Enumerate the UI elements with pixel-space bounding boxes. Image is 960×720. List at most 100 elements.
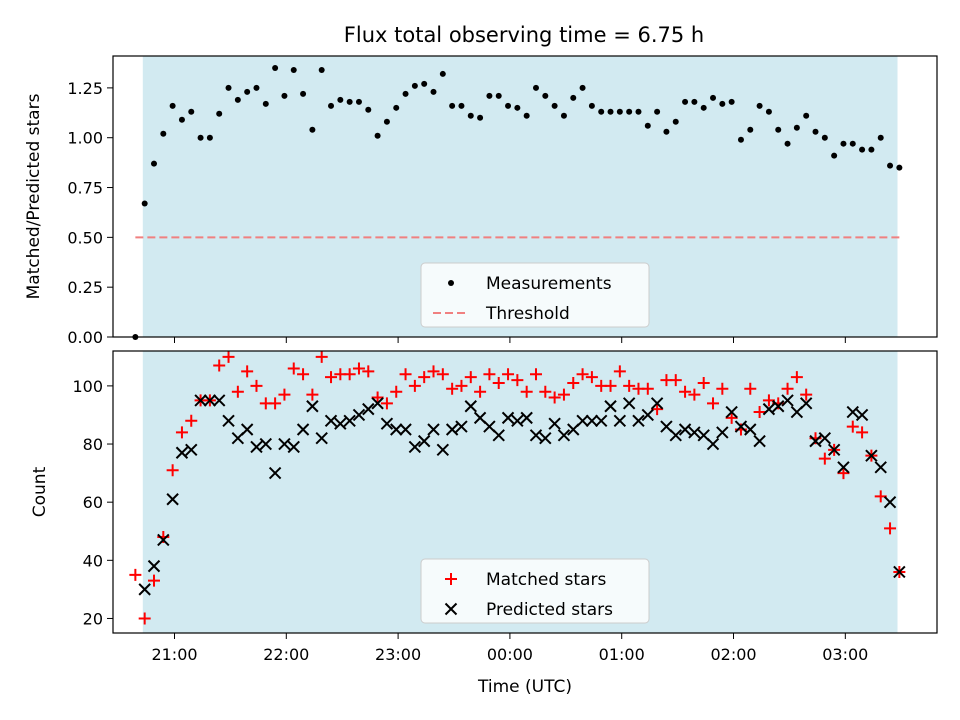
measurement-point	[253, 84, 260, 91]
predicted-star-point	[390, 423, 403, 436]
predicted-star-point	[613, 414, 627, 427]
matched-star-point	[744, 382, 757, 395]
matched-star-point	[529, 368, 542, 381]
matched-star-point	[604, 379, 617, 392]
matched-star-point	[306, 388, 319, 401]
legend-label: Predicted stars	[486, 600, 613, 620]
matched-star-point	[147, 574, 160, 587]
predicted-star-point	[399, 423, 412, 436]
matched-star-point	[492, 376, 505, 389]
measurement-point	[598, 108, 605, 115]
matched-star-point	[790, 371, 803, 384]
predicted-star-point	[632, 414, 645, 427]
measurement-point	[532, 84, 539, 91]
predicted-star-point	[427, 423, 440, 436]
measurement-point	[868, 146, 875, 153]
measurement-point	[570, 94, 577, 101]
measurement-point	[607, 108, 614, 115]
measurement-point	[523, 112, 530, 119]
predicted-star-point	[250, 440, 263, 454]
matched-star-point	[884, 522, 897, 535]
predicted-star-point	[622, 397, 636, 410]
measurement-point	[765, 108, 772, 115]
x-axis-label: Time (UTC)	[477, 677, 572, 697]
predicted-star-point	[492, 429, 505, 442]
matched-star-point	[762, 394, 775, 407]
y-tick-label: 0.25	[67, 278, 103, 297]
predicted-star-point	[753, 434, 766, 448]
matched-star-point	[520, 385, 533, 398]
predicted-star-point	[455, 420, 468, 433]
measurement-point	[178, 116, 185, 123]
predicted-star-point	[259, 437, 273, 451]
measurement-point	[486, 92, 493, 99]
measurement-point	[644, 122, 651, 129]
matched-star-point	[250, 379, 263, 392]
matched-star-point	[297, 368, 310, 381]
matched-star-point	[269, 397, 282, 410]
matched-star-point	[856, 426, 869, 439]
measurement-point	[588, 102, 595, 109]
predicted-star-point	[716, 426, 729, 439]
predicted-star-point	[408, 440, 422, 454]
measurement-point	[682, 98, 689, 105]
matched-star-point	[679, 385, 692, 398]
x-tick-label: 01:00	[599, 645, 645, 664]
matched-star-point	[818, 452, 831, 465]
measurement-point	[309, 126, 316, 133]
x-tick-label: 23:00	[375, 645, 421, 664]
measurement-point	[272, 64, 279, 71]
measurement-point	[262, 100, 269, 107]
predicted-star-point	[725, 405, 738, 419]
predicted-star-point	[529, 429, 543, 442]
measurement-point	[374, 132, 381, 139]
chart-title: Flux total observing time = 6.75 h	[344, 23, 704, 47]
measurement-point	[300, 90, 307, 97]
matched-star-point	[278, 388, 291, 401]
matched-star-point	[641, 382, 654, 395]
matched-star-point	[651, 403, 664, 416]
matched-star-point	[166, 464, 179, 477]
matched-star-point	[557, 388, 570, 401]
measurement-point	[234, 96, 241, 103]
y-tick-label: 1.00	[67, 129, 103, 148]
ratio-panel: 0.00 0.25 0.50 0.75 1.00 1.25 Matched/Predicte…	[24, 55, 938, 347]
measurement-point	[160, 130, 167, 137]
x-tick-label: 22:00	[263, 645, 309, 664]
predicted-star-point	[157, 533, 170, 547]
predicted-star-point	[520, 411, 533, 425]
predicted-star-point	[380, 417, 394, 430]
measurement-point	[635, 108, 642, 115]
measurement-point	[654, 108, 661, 115]
measurement-point	[421, 80, 428, 87]
matched-star-point	[175, 426, 188, 439]
measurement-point	[169, 102, 176, 109]
measurement-point	[616, 108, 623, 115]
measurement-point	[887, 162, 894, 169]
measurement-point	[150, 160, 157, 167]
measurement-point	[216, 110, 223, 117]
legend: Measurements Threshold	[420, 262, 650, 328]
predicted-star-point	[688, 426, 701, 439]
predicted-star-point	[306, 400, 319, 413]
x-tick-label: 03:00	[822, 645, 868, 664]
predicted-star-point	[855, 408, 869, 422]
y-tick-label: 20	[83, 609, 103, 628]
measurement-point	[188, 108, 195, 115]
predicted-star-point	[781, 394, 794, 407]
y-tick-label: 0.75	[67, 179, 103, 198]
predicted-star-point	[706, 437, 720, 451]
measurement-point	[346, 98, 353, 105]
predicted-star-point	[734, 420, 748, 433]
predicted-star-point	[539, 432, 552, 445]
matched-star-point	[576, 368, 589, 381]
predicted-star-point	[166, 493, 179, 506]
predicted-star-point	[650, 397, 664, 410]
y-tick-label: 100	[72, 377, 103, 396]
legend-label: Threshold	[485, 304, 570, 324]
predicted-star-point	[240, 423, 254, 436]
predicted-star-point	[846, 405, 859, 419]
matched-star-point	[241, 365, 254, 378]
predicted-star-point	[222, 414, 235, 427]
